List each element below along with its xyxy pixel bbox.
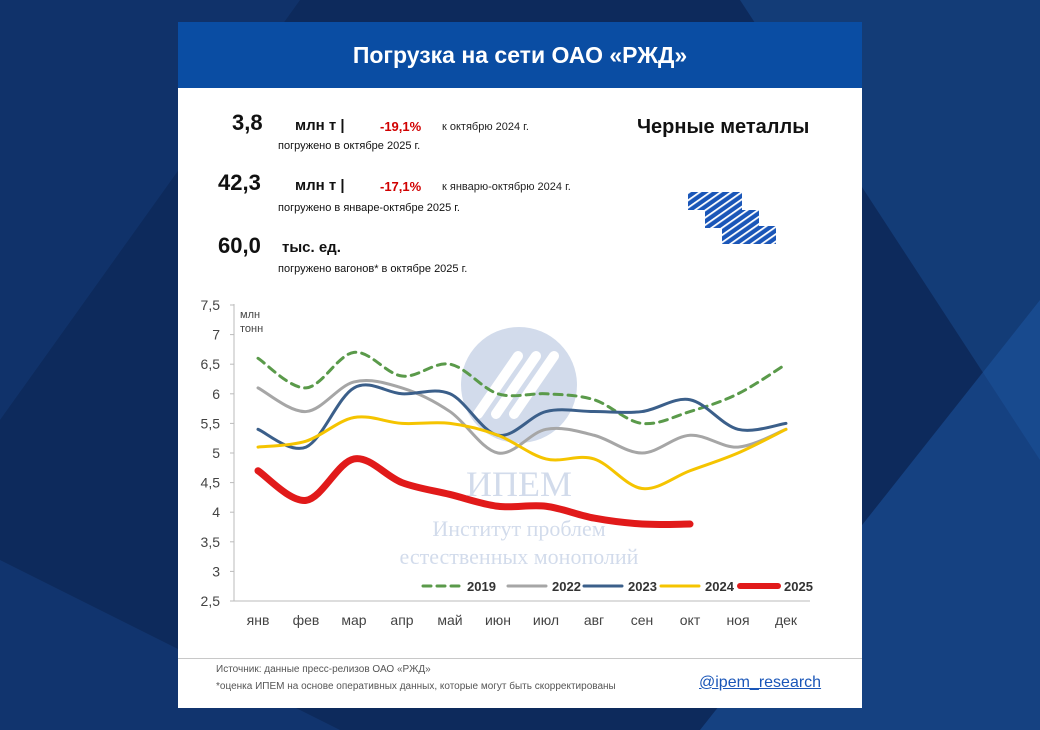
x-tick-label: окт <box>680 612 701 628</box>
y-tick-label: 6 <box>212 386 220 402</box>
infographic-card: Погрузка на сети ОАО «РЖД» 3,8 млн т | -… <box>178 22 862 708</box>
x-tick-label: янв <box>247 612 270 628</box>
y-tick-label: 3 <box>212 563 220 579</box>
watermark: ИПЕМ Институт проблем естественных моноп… <box>400 327 639 569</box>
cargo-category-title: Черные металлы <box>637 116 810 138</box>
stat-subtitle: погружено вагонов* в октябре 2025 г. <box>278 263 468 275</box>
y-axis-label-line1: млн <box>240 309 260 321</box>
x-tick-label: апр <box>390 612 413 628</box>
line-chart: ИПЕМ Институт проблем естественных моноп… <box>201 297 813 628</box>
legend-label-2025: 2025 <box>784 579 813 594</box>
footer-divider <box>178 658 862 659</box>
y-tick-label: 7,5 <box>201 297 221 313</box>
x-tick-label: фев <box>293 612 320 628</box>
x-tick-label: авг <box>584 612 604 628</box>
x-tick-label: июн <box>485 612 511 628</box>
y-tick-label: 4 <box>212 504 220 520</box>
y-tick-label: 7 <box>212 327 220 343</box>
y-axis-label-line2: тонн <box>240 323 263 335</box>
watermark-line2: естественных монополий <box>400 544 639 569</box>
series-line-2019 <box>256 350 788 426</box>
stat-value: 42,3 <box>218 170 261 195</box>
series-line-2024 <box>256 415 788 491</box>
series-line-2023 <box>256 383 788 450</box>
legend-label-2019: 2019 <box>467 579 496 594</box>
y-tick-label: 5,5 <box>201 415 221 431</box>
stat-compare: к январю-октябрю 2024 г. <box>442 181 571 193</box>
stat-change: -17,1% <box>380 179 422 194</box>
stat-unit: млн т | <box>295 117 345 134</box>
estimate-note: *оценка ИПЕМ на основе оперативных данны… <box>216 681 616 692</box>
legend-label-2022: 2022 <box>552 579 581 594</box>
x-tick-label: дек <box>775 612 798 628</box>
watermark-logo-circle <box>461 327 577 443</box>
y-tick-label: 6,5 <box>201 356 221 372</box>
stat-subtitle: погружено в октябре 2025 г. <box>278 140 421 152</box>
stat-unit: млн т | <box>295 177 345 194</box>
x-tick-label: сен <box>631 612 654 628</box>
y-tick-label: 4,5 <box>201 475 221 491</box>
x-tick-label: ноя <box>726 612 749 628</box>
ipem-research-link[interactable]: @ipem_research <box>699 674 822 691</box>
stat-subtitle: погружено в январе-октябре 2025 г. <box>278 202 460 214</box>
watermark-line1: Институт проблем <box>432 516 605 541</box>
stat-unit: тыс. ед. <box>282 239 341 256</box>
y-tick-label: 2,5 <box>201 593 221 609</box>
stat-value: 3,8 <box>232 110 263 135</box>
series-line-2025 <box>254 455 694 528</box>
source-note: Источник: данные пресс-релизов ОАО «РЖД» <box>216 664 431 675</box>
x-tick-label: май <box>437 612 462 628</box>
y-tick-label: 5 <box>212 445 220 461</box>
stat-value: 60,0 <box>218 233 261 258</box>
y-tick-label: 3,5 <box>201 534 221 550</box>
steel-category-icon <box>688 192 776 244</box>
watermark-abbr: ИПЕМ <box>466 464 572 504</box>
legend-label-2024: 2024 <box>705 579 735 594</box>
page-title: Погрузка на сети ОАО «РЖД» <box>178 22 862 88</box>
x-tick-label: мар <box>341 612 366 628</box>
stat-compare: к октябрю 2024 г. <box>442 121 529 133</box>
stat-change: -19,1% <box>380 119 422 134</box>
legend-label-2023: 2023 <box>628 579 657 594</box>
x-tick-label: июл <box>533 612 559 628</box>
